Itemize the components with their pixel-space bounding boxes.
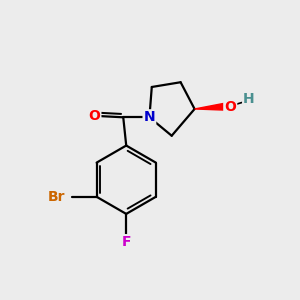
Text: H: H bbox=[243, 92, 254, 106]
Polygon shape bbox=[195, 103, 226, 110]
Text: N: N bbox=[144, 110, 155, 124]
Text: F: F bbox=[122, 235, 131, 249]
Text: Br: Br bbox=[48, 190, 65, 204]
Text: O: O bbox=[224, 100, 236, 114]
Text: O: O bbox=[88, 109, 101, 123]
